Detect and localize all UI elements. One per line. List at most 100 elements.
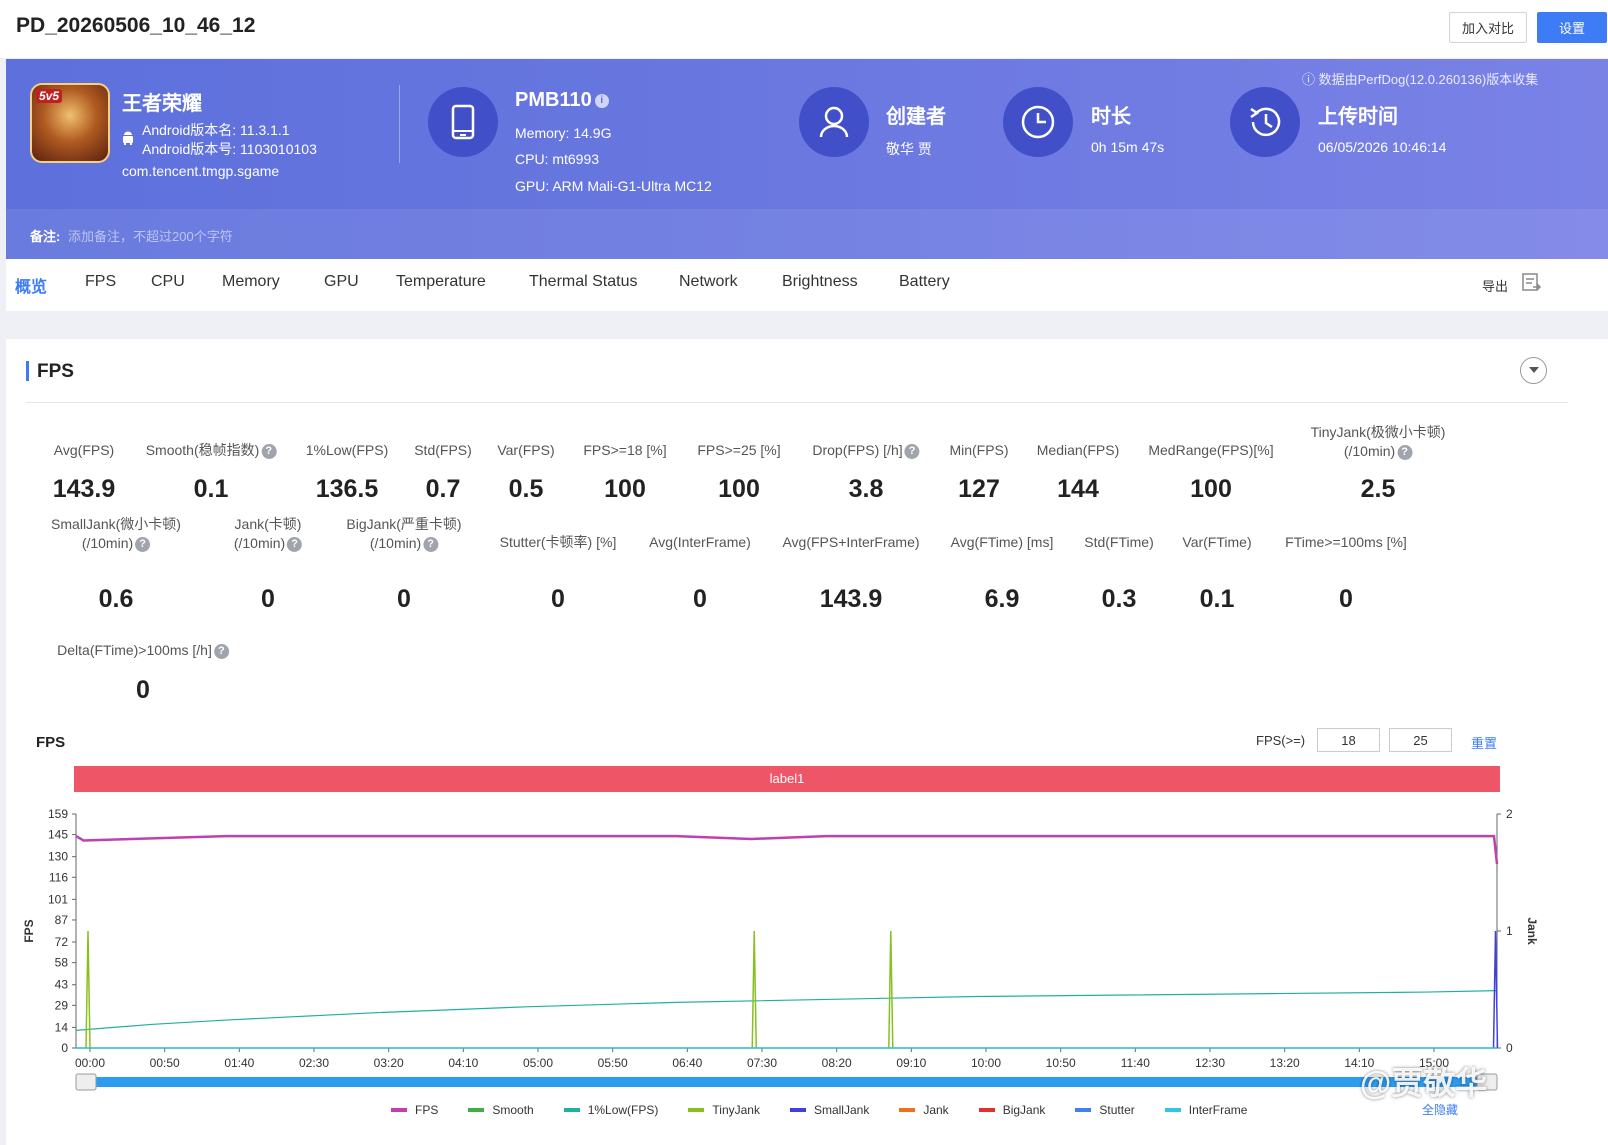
tab-temperature[interactable]: Temperature [396,273,486,290]
metric-value: 0.7 [425,475,461,503]
fps-threshold-input-1[interactable] [1317,728,1380,752]
fps-threshold-label: FPS(>=) [1256,733,1306,748]
x-tick-label: 07:30 [747,1056,777,1070]
app-name: 王者荣耀 [122,93,202,115]
y-right-axis-title: Jank [1525,917,1539,945]
metric-label-unit: (/10min)? [51,534,181,553]
caret-down-icon [1528,367,1539,373]
legend-item[interactable]: 1%Low(FPS) [563,1100,659,1120]
metric-label-text: Avg(FPS+InterFrame) [782,534,920,550]
settings-button[interactable]: 设置 [1537,12,1607,43]
device-info-icon[interactable]: i [594,93,609,108]
help-icon[interactable]: ? [287,536,303,552]
upload-time: 06/05/2026 10:46:14 [1318,139,1447,155]
metric-value: 143.9 [819,585,883,613]
metric-label-text: Jank(卡顿) [234,516,302,532]
app-icon: 5v5 [30,83,110,163]
tab-battery[interactable]: Battery [899,273,950,290]
watermark: @贾敬华 [1360,1065,1488,1101]
legend-item[interactable]: SmallJank [789,1100,870,1120]
y-tick-label: 0 [61,1041,68,1055]
x-tick-label: 08:20 [822,1056,852,1070]
collapse-button[interactable] [1520,357,1547,384]
metric-label-text: FPS>=18 [%] [583,442,667,458]
x-tick-label: 01:40 [224,1056,254,1070]
tab-network[interactable]: Network [679,273,738,290]
legend-item[interactable]: Smooth [468,1100,534,1120]
fps-chart[interactable]: 0 14 29 43 58 72 87 101 116 130 145 159 0 1 2 FPS Jank 00… [6,799,1608,1099]
legend-item[interactable]: TinyJank [688,1100,760,1120]
tab-gpu[interactable]: GPU [324,273,359,290]
time-range-scrollbar[interactable] [76,1077,1497,1087]
add-compare-button[interactable]: 加入对比 [1449,12,1527,43]
help-icon[interactable]: ? [1397,444,1413,460]
x-tick-label: 09:10 [896,1056,926,1070]
legend-swatch [899,1108,916,1112]
metric-value: 0 [551,585,565,613]
help-icon[interactable]: ? [423,536,439,552]
scroll-handle-left[interactable] [75,1073,97,1091]
metric-label: Var(FTime) [1182,533,1251,552]
tab-memory[interactable]: Memory [222,273,280,290]
chart-legend: FPS Smooth 1%Low(FPS) TinyJank SmallJank Jank… [391,1100,1277,1120]
panel-accent [26,361,29,381]
metric-label: SmallJank(微小卡顿) (/10min)? [51,515,181,553]
reset-link[interactable]: 重置 [1471,736,1498,751]
clock-icon [1003,87,1073,157]
metric-label: Std(FPS) [414,441,472,460]
android-icon [122,131,134,148]
metric-label-text: Std(FPS) [414,442,472,458]
x-tick-label: 13:20 [1270,1056,1300,1070]
tab-brightness[interactable]: Brightness [782,273,858,290]
help-icon[interactable]: ? [213,643,229,659]
scroll-handle-right[interactable] [1476,1073,1498,1091]
metric-label: Stutter(卡顿率) [%] [500,533,617,552]
y-tick-label: 87 [55,913,69,927]
metric-value: 0.1 [193,475,229,503]
hide-all-link[interactable]: 全隐藏 [1422,1103,1459,1117]
metric-label: MedRange(FPS)[%] [1148,441,1273,460]
series-1-low-fps-line [75,990,1498,1031]
help-icon[interactable]: ? [135,536,151,552]
x-tick-label: 10:00 [971,1056,1001,1070]
export-button[interactable]: 导出 [1482,279,1509,294]
legend-item[interactable]: Stutter [1075,1100,1135,1120]
metric-label: FTime>=100ms [%] [1285,533,1407,552]
creator-value: 敬华 贾 [886,141,932,157]
metric-value: 127 [958,475,1000,503]
legend-label: InterFrame [1188,1103,1248,1117]
metric-label: Drop(FPS) [/h]? [812,441,920,460]
metric-value: 143.9 [52,475,116,503]
export-icon[interactable] [1521,272,1541,292]
note-input[interactable]: 添加备注，不超过200个字符 [68,229,233,244]
metric-label-text: SmallJank(微小卡顿) [51,516,181,532]
legend-item[interactable]: BigJank [978,1100,1045,1120]
metric-label: Smooth(稳帧指数)? [146,441,277,460]
metric-label-text: Avg(FTime) [ms] [950,534,1054,550]
tab-overview[interactable]: 概览 [15,279,48,296]
metric-label-text: Min(FPS) [949,442,1009,458]
device-memory: Memory: 14.9G [515,125,612,141]
fps-panel: FPS Avg(FPS) 143.9 Smooth(稳帧指数)? 0.1 1%Low(F… [6,339,1608,1145]
metric-label: Var(FPS) [497,441,554,460]
x-tick-label: 05:50 [598,1056,628,1070]
legend-item[interactable]: Jank [899,1100,949,1120]
help-icon[interactable]: ? [904,443,920,459]
tab-thermal-status[interactable]: Thermal Status [529,273,638,290]
metric-value: 0.3 [1101,585,1137,613]
tab-fps[interactable]: FPS [85,273,117,290]
metric-label-text: TinyJank(极微小卡顿) [1310,424,1446,440]
help-icon[interactable]: ? [261,443,277,459]
duration-value: 0h 15m 47s [1091,139,1165,155]
label-bar[interactable]: label1 [74,766,1500,792]
legend-item[interactable]: FPS [391,1100,438,1120]
metric-label: Min(FPS) [949,441,1008,460]
x-tick-label: 03:20 [374,1056,404,1070]
metric-label: FPS>=18 [%] [583,441,666,460]
legend-item[interactable]: InterFrame [1164,1100,1248,1120]
legend-label: 1%Low(FPS) [587,1103,659,1117]
fps-threshold-input-2[interactable] [1389,728,1452,752]
tab-cpu[interactable]: CPU [151,273,185,290]
metric-label-text: Drop(FPS) [/h]? [812,441,920,460]
legend-label: SmallJank [813,1103,870,1117]
